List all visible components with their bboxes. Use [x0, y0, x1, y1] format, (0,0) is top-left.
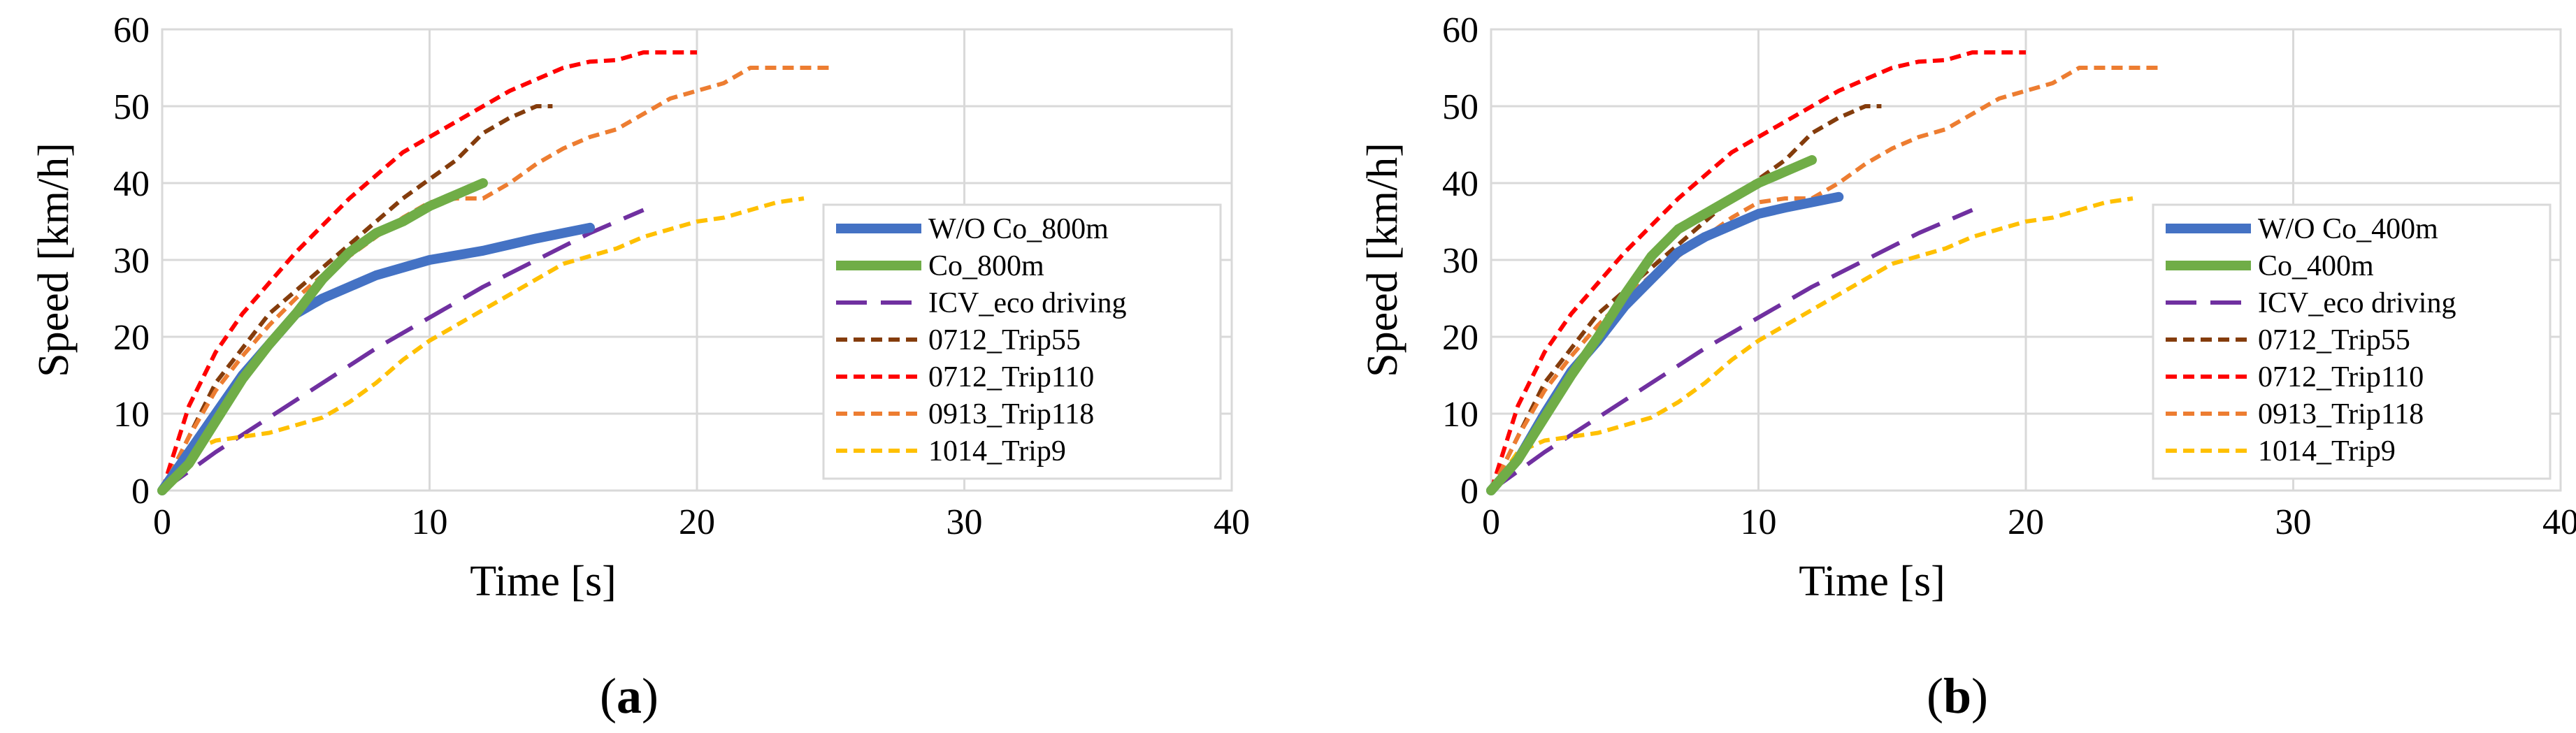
legend: W/O Co_800m Co_800m ICV_eco driving 0712_Tr…: [822, 203, 1222, 480]
legend-entry: ICV_eco driving: [928, 287, 1126, 319]
x-tick-label: 10: [1741, 502, 1777, 542]
legend-entry: 0712_Trip55: [928, 324, 1081, 356]
legend-entry: 0712_Trip110: [2258, 361, 2424, 393]
y-tick-label: 40: [1442, 164, 1478, 204]
legend-entry: 0712_Trip55: [2258, 324, 2410, 356]
x-tick-label: 0: [1482, 502, 1500, 542]
series-line-0712-trip55: [1489, 104, 1882, 492]
series-line-0913-trip118: [160, 66, 831, 492]
panel-label: (a): [600, 668, 659, 724]
x-axis-title: Time [s]: [470, 558, 617, 605]
y-axis-title: Speed [km/h]: [1359, 143, 1406, 377]
x-tick-label: 40: [1214, 502, 1250, 542]
plot-area-border: [161, 28, 1233, 492]
legend-entry: 0913_Trip118: [928, 398, 1094, 430]
y-tick-label: 60: [113, 10, 150, 50]
series-line-icv-eco-driving: [161, 208, 645, 493]
chart-panel-b: 0 10 20 30 40 50 60 0 10 20 30 40 Time [s] Speed [km/…: [1359, 10, 2576, 724]
series-line-1014-trip9: [1489, 196, 2134, 492]
legend-entry: 1014_Trip9: [928, 435, 1066, 467]
legend-entry: Co_800m: [928, 250, 1044, 282]
y-tick-label: 50: [1442, 87, 1478, 127]
x-tick-label: 40: [2542, 502, 2576, 542]
legend-entry: W/O Co_400m: [2258, 213, 2438, 245]
panel-label: (b): [1927, 668, 1988, 724]
y-tick-label: 0: [1460, 472, 1478, 511]
panel-label-letter: b: [1943, 668, 1971, 724]
legend-entry: 0913_Trip118: [2258, 398, 2424, 430]
series-line-co-400m: [1486, 155, 1817, 495]
x-tick-label: 20: [2008, 502, 2044, 542]
y-tick-label: 0: [131, 472, 150, 511]
y-tick-label: 30: [1442, 241, 1478, 281]
series-line-0913-trip118: [1489, 66, 2160, 492]
x-axis-title: Time [s]: [1799, 558, 1945, 605]
x-tick-label: 30: [2275, 502, 2312, 542]
y-tick-label: 20: [1442, 318, 1478, 358]
series-line-co-800m: [157, 178, 488, 495]
series-line-0712-trip55: [160, 104, 553, 492]
x-tick-label: 20: [679, 502, 715, 542]
x-tick-label: 30: [947, 502, 983, 542]
y-axis-title: Speed [km/h]: [30, 143, 78, 377]
legend-entry: 0712_Trip110: [928, 361, 1094, 393]
chart-panel-a: 0 10 20 30 40 50 60 0 10 20 30 40 Time [s] Speed [km/…: [30, 10, 1250, 724]
series-line-0712-trip110: [160, 50, 697, 491]
legend-entry: Co_400m: [2258, 250, 2374, 282]
series-line-icv-eco-driving: [1490, 208, 1973, 493]
y-tick-label: 20: [113, 318, 150, 358]
x-tick-label: 0: [153, 502, 171, 542]
x-tick-label: 10: [412, 502, 448, 542]
y-tick-label: 10: [113, 395, 150, 435]
y-tick-label: 50: [113, 87, 150, 127]
series-line-1014-trip9: [160, 196, 805, 492]
series-line-0712-trip110: [1489, 50, 2026, 491]
panel-label-letter: a: [617, 668, 642, 724]
y-tick-label: 30: [113, 241, 150, 281]
legend: W/O Co_400m Co_400m ICV_eco driving 0712_Tr…: [2152, 203, 2552, 480]
legend-entry: 1014_Trip9: [2258, 435, 2396, 467]
legend-entry: W/O Co_800m: [928, 213, 1109, 245]
y-tick-label: 10: [1442, 395, 1478, 435]
y-tick-label: 40: [113, 164, 150, 204]
plot-area-border: [1490, 28, 2562, 492]
legend-entry: ICV_eco driving: [2258, 287, 2456, 319]
y-tick-label: 60: [1442, 10, 1478, 50]
